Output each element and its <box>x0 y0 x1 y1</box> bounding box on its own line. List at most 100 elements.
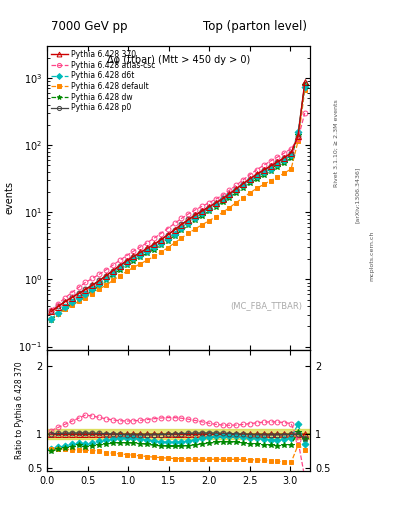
Pythia 6.428 370 <box>179 222 184 228</box>
Pythia 6.428 dw <box>179 227 184 233</box>
Pythia 6.428 atlas-csc <box>152 235 156 241</box>
Pythia 6.428 370 <box>296 133 300 139</box>
Pythia 6.428 p0 <box>268 163 273 169</box>
Pythia 6.428 370 <box>56 304 61 310</box>
Pythia 6.428 atlas-csc <box>179 216 184 222</box>
Pythia 6.428 dw <box>220 199 225 205</box>
Line: Pythia 6.428 d6t: Pythia 6.428 d6t <box>49 84 307 321</box>
Pythia 6.428 d6t <box>138 251 143 258</box>
Pythia 6.428 p0 <box>303 81 307 87</box>
Pythia 6.428 p0 <box>186 217 191 223</box>
Pythia 6.428 atlas-csc <box>83 279 88 285</box>
Pythia 6.428 dw <box>248 180 252 186</box>
Pythia 6.428 d6t <box>145 248 149 254</box>
Pythia 6.428 d6t <box>261 169 266 176</box>
Pythia 6.428 default <box>289 166 294 172</box>
Pythia 6.428 atlas-csc <box>248 172 252 178</box>
Pythia 6.428 370 <box>193 212 198 218</box>
Pythia 6.428 default <box>118 273 122 279</box>
Pythia 6.428 atlas-csc <box>268 158 273 164</box>
Pythia 6.428 default <box>248 189 252 196</box>
Pythia 6.428 atlas-csc <box>234 182 239 188</box>
Pythia 6.428 370 <box>152 241 156 247</box>
Pythia 6.428 dw <box>193 217 198 223</box>
Y-axis label: events: events <box>4 181 14 215</box>
Pythia 6.428 370 <box>70 294 74 301</box>
Pythia 6.428 dw <box>49 317 53 323</box>
Pythia 6.428 370 <box>206 204 211 210</box>
Pythia 6.428 default <box>165 245 170 251</box>
Pythia 6.428 atlas-csc <box>206 200 211 206</box>
Pythia 6.428 dw <box>62 306 67 312</box>
Pythia 6.428 atlas-csc <box>227 187 232 194</box>
Pythia 6.428 atlas-csc <box>186 211 191 217</box>
Pythia 6.428 atlas-csc <box>289 146 294 152</box>
Pythia 6.428 p0 <box>248 176 252 182</box>
Pythia 6.428 dw <box>282 160 286 166</box>
Pythia 6.428 default <box>97 286 101 292</box>
Bar <box>47 429 310 439</box>
Pythia 6.428 atlas-csc <box>303 110 307 116</box>
Pythia 6.428 atlas-csc <box>76 284 81 290</box>
Pythia 6.428 370 <box>165 232 170 238</box>
Pythia 6.428 dw <box>303 81 307 88</box>
Pythia 6.428 dw <box>131 258 136 264</box>
Pythia 6.428 dw <box>172 232 177 239</box>
Pythia 6.428 atlas-csc <box>282 150 286 156</box>
Pythia 6.428 atlas-csc <box>90 275 95 282</box>
Pythia 6.428 d6t <box>275 161 280 167</box>
Pythia 6.428 370 <box>275 159 280 165</box>
Pythia 6.428 370 <box>303 79 307 86</box>
Pythia 6.428 370 <box>172 227 177 233</box>
Pythia 6.428 p0 <box>83 286 88 292</box>
Pythia 6.428 dw <box>227 195 232 201</box>
Pythia 6.428 dw <box>275 164 280 170</box>
Text: 7000 GeV pp: 7000 GeV pp <box>51 20 128 33</box>
Pythia 6.428 p0 <box>118 263 122 269</box>
Pythia 6.428 default <box>220 209 225 216</box>
Pythia 6.428 atlas-csc <box>110 262 115 268</box>
Pythia 6.428 d6t <box>268 165 273 172</box>
Pythia 6.428 dw <box>76 296 81 302</box>
Text: (MC_FBA_TTBAR): (MC_FBA_TTBAR) <box>231 301 303 310</box>
Pythia 6.428 dw <box>213 204 218 210</box>
Pythia 6.428 370 <box>248 176 252 182</box>
Pythia 6.428 dw <box>124 262 129 268</box>
Pythia 6.428 atlas-csc <box>70 289 74 295</box>
Pythia 6.428 default <box>206 218 211 224</box>
Pythia 6.428 p0 <box>172 227 177 233</box>
Pythia 6.428 default <box>83 294 88 301</box>
Pythia 6.428 370 <box>90 282 95 288</box>
Pythia 6.428 default <box>56 311 61 317</box>
Pythia 6.428 atlas-csc <box>165 225 170 231</box>
Pythia 6.428 default <box>90 290 95 296</box>
Pythia 6.428 dw <box>152 246 156 252</box>
Pythia 6.428 default <box>124 268 129 274</box>
Pythia 6.428 dw <box>118 267 122 273</box>
Pythia 6.428 atlas-csc <box>62 295 67 301</box>
Pythia 6.428 d6t <box>200 210 204 216</box>
Pythia 6.428 dw <box>254 176 259 182</box>
Pythia 6.428 dw <box>296 132 300 138</box>
Pythia 6.428 p0 <box>62 298 67 305</box>
Pythia 6.428 370 <box>289 150 294 156</box>
Pythia 6.428 d6t <box>254 173 259 179</box>
Pythia 6.428 default <box>282 170 286 176</box>
Pythia 6.428 370 <box>227 191 232 197</box>
Pythia 6.428 d6t <box>104 275 108 282</box>
Pythia 6.428 dw <box>138 254 143 260</box>
Y-axis label: Ratio to Pythia 6.428 370: Ratio to Pythia 6.428 370 <box>15 361 24 459</box>
Pythia 6.428 d6t <box>186 220 191 226</box>
Pythia 6.428 d6t <box>118 264 122 270</box>
Pythia 6.428 p0 <box>289 150 294 156</box>
Pythia 6.428 dw <box>158 242 163 248</box>
Pythia 6.428 default <box>179 235 184 241</box>
Pythia 6.428 d6t <box>227 191 232 198</box>
Pythia 6.428 370 <box>97 278 101 284</box>
Pythia 6.428 370 <box>220 196 225 202</box>
Pythia 6.428 370 <box>234 186 239 192</box>
Pythia 6.428 dw <box>104 278 108 284</box>
Pythia 6.428 p0 <box>206 204 211 210</box>
Pythia 6.428 p0 <box>234 186 239 192</box>
Line: Pythia 6.428 atlas-csc: Pythia 6.428 atlas-csc <box>49 111 307 312</box>
